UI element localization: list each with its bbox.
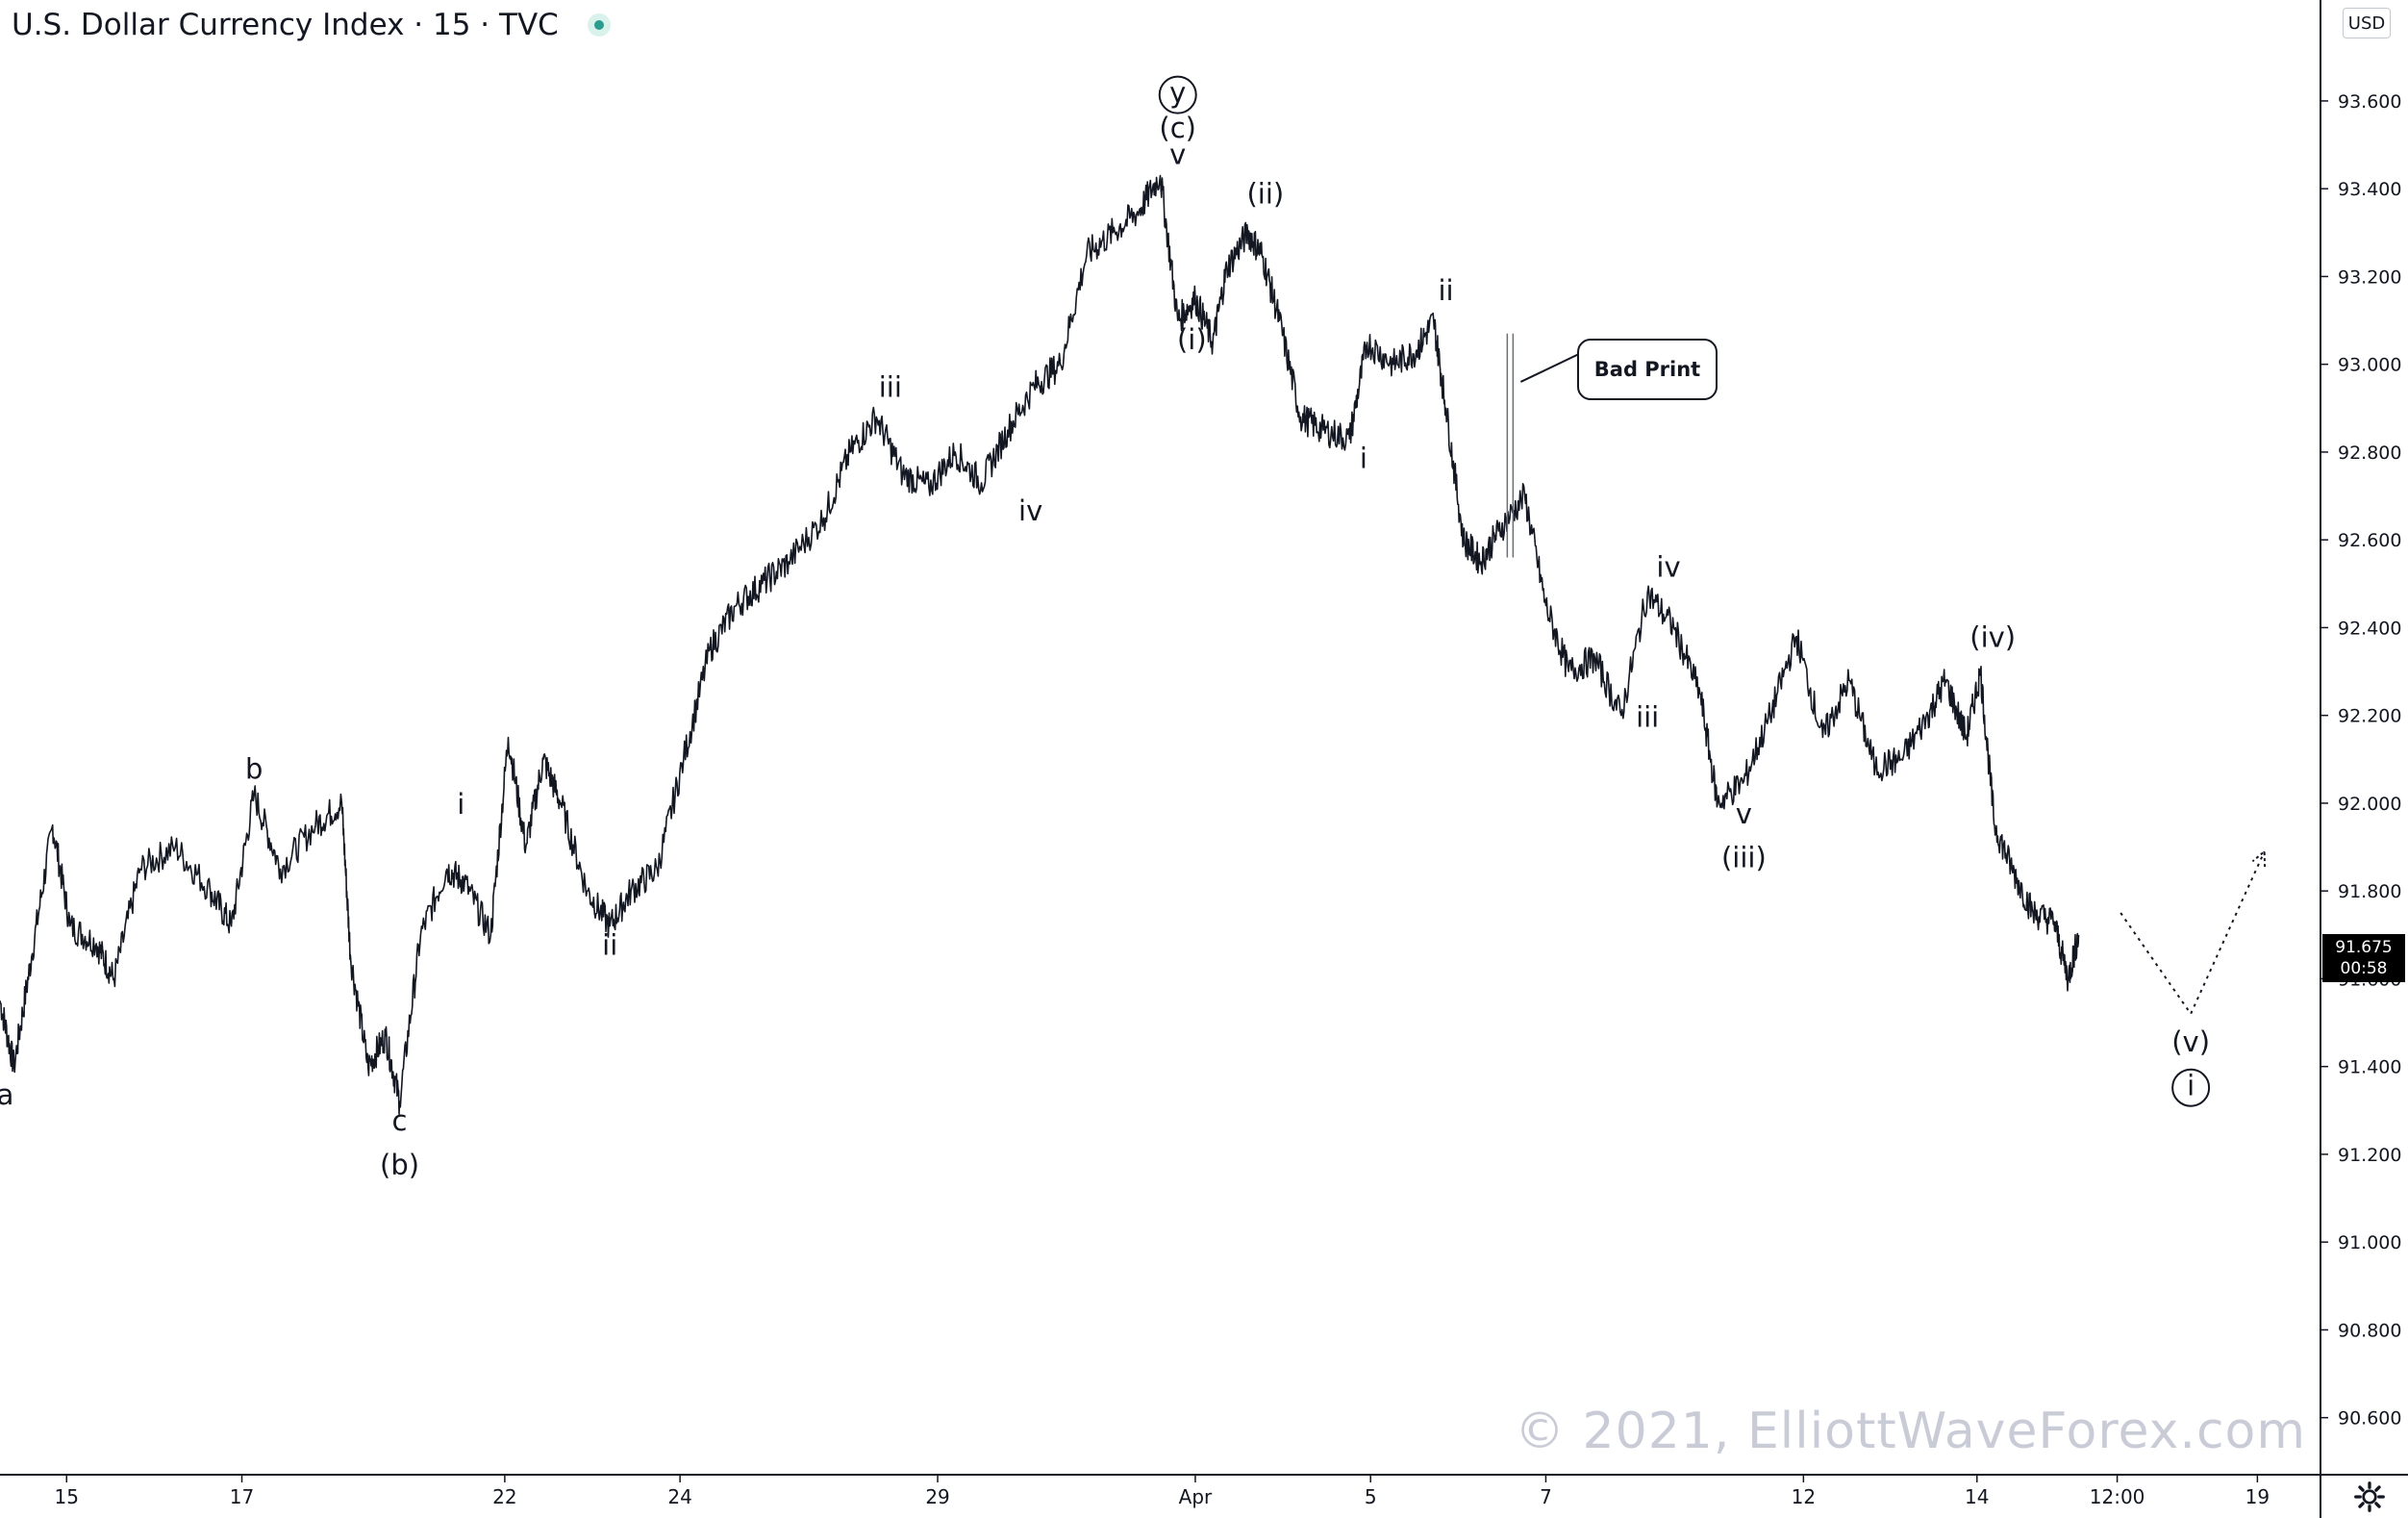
x-tick-label: 12:00 — [2090, 1485, 2145, 1508]
wave-label: v — [1169, 139, 1186, 171]
wave-label-circle — [1158, 75, 1197, 114]
wave-label: (i) — [1177, 323, 1207, 356]
wave-label: ii — [1439, 274, 1454, 307]
y-tick-label: 92.200 — [2338, 706, 2401, 727]
wave-label: (iv) — [1969, 620, 2016, 653]
wave-label: i — [457, 788, 464, 821]
last-price-tag: 91.675 00:58 — [2322, 934, 2405, 982]
wave-label: a — [0, 1078, 13, 1111]
x-tick-label: 22 — [492, 1485, 516, 1508]
wave-label: v — [1736, 797, 1752, 830]
wave-label: iii — [879, 370, 902, 403]
wave-label: ii — [602, 929, 617, 962]
callout-pointer — [1519, 352, 1580, 383]
x-tick-label: Apr — [1179, 1485, 1213, 1508]
price-series-line — [0, 174, 2080, 1115]
currency-badge[interactable]: USD — [2343, 8, 2391, 38]
chart-title-bar: U.S. Dollar Currency Index · 15 · TVC — [12, 4, 611, 46]
y-tick-label: 93.600 — [2338, 91, 2401, 113]
market-status-icon[interactable] — [587, 13, 611, 37]
y-tick-label: 93.400 — [2338, 179, 2401, 200]
chart-title: U.S. Dollar Currency Index · 15 · TVC — [12, 8, 559, 42]
y-tick-label: 92.400 — [2338, 618, 2401, 639]
wave-label: (c) — [1159, 112, 1196, 144]
wave-label: (b) — [380, 1149, 419, 1181]
y-tick-label: 93.000 — [2338, 355, 2401, 376]
y-tick-label: 91.400 — [2338, 1057, 2401, 1078]
projection-path — [2120, 850, 2266, 1016]
watermark: © 2021, ElliottWaveForex.com — [1515, 1403, 2306, 1460]
y-tick-label: 91.200 — [2338, 1145, 2401, 1166]
x-tick-label: 5 — [1365, 1485, 1377, 1508]
x-tick-label: 7 — [1540, 1485, 1552, 1508]
wave-label: iv — [1018, 494, 1042, 527]
wave-label: (ii) — [1246, 178, 1284, 211]
wave-label-circle — [2171, 1068, 2211, 1107]
wave-label: c — [392, 1104, 408, 1137]
wave-label: i — [2187, 1070, 2195, 1102]
bar-countdown: 00:58 — [2340, 959, 2388, 978]
wave-label: (iii) — [1721, 841, 1767, 873]
x-tick-label: 19 — [2245, 1485, 2270, 1508]
x-tick-label: 17 — [230, 1485, 254, 1508]
y-tick-label: 92.600 — [2338, 530, 2401, 551]
x-tick-label: 14 — [1965, 1485, 1989, 1508]
wave-label: b — [245, 752, 263, 785]
x-tick-label: 12 — [1792, 1485, 1816, 1508]
wave-label: (v) — [2171, 1025, 2210, 1058]
wave-label: iv — [1656, 550, 1680, 583]
y-tick-label: 90.800 — [2338, 1320, 2401, 1341]
y-tick-label: 90.600 — [2338, 1408, 2401, 1429]
x-tick-label: 15 — [55, 1485, 79, 1508]
last-price: 91.675 — [2335, 938, 2393, 957]
x-tick-label: 24 — [667, 1485, 691, 1508]
wave-label: iii — [1636, 700, 1659, 733]
wave-label: y — [1169, 77, 1186, 110]
bad-print-callout: Bad Print — [1577, 339, 1718, 400]
y-tick-label: 91.800 — [2338, 881, 2401, 902]
wave-label: i — [1360, 442, 1367, 474]
y-tick-label: 93.200 — [2338, 266, 2401, 288]
projection-arrowhead — [2251, 849, 2267, 868]
x-tick-label: 29 — [925, 1485, 949, 1508]
settings-gear-icon[interactable] — [2352, 1480, 2387, 1514]
y-tick-label: 91.000 — [2338, 1232, 2401, 1253]
y-tick-label: 92.000 — [2338, 794, 2401, 815]
y-tick-label: 92.800 — [2338, 443, 2401, 464]
